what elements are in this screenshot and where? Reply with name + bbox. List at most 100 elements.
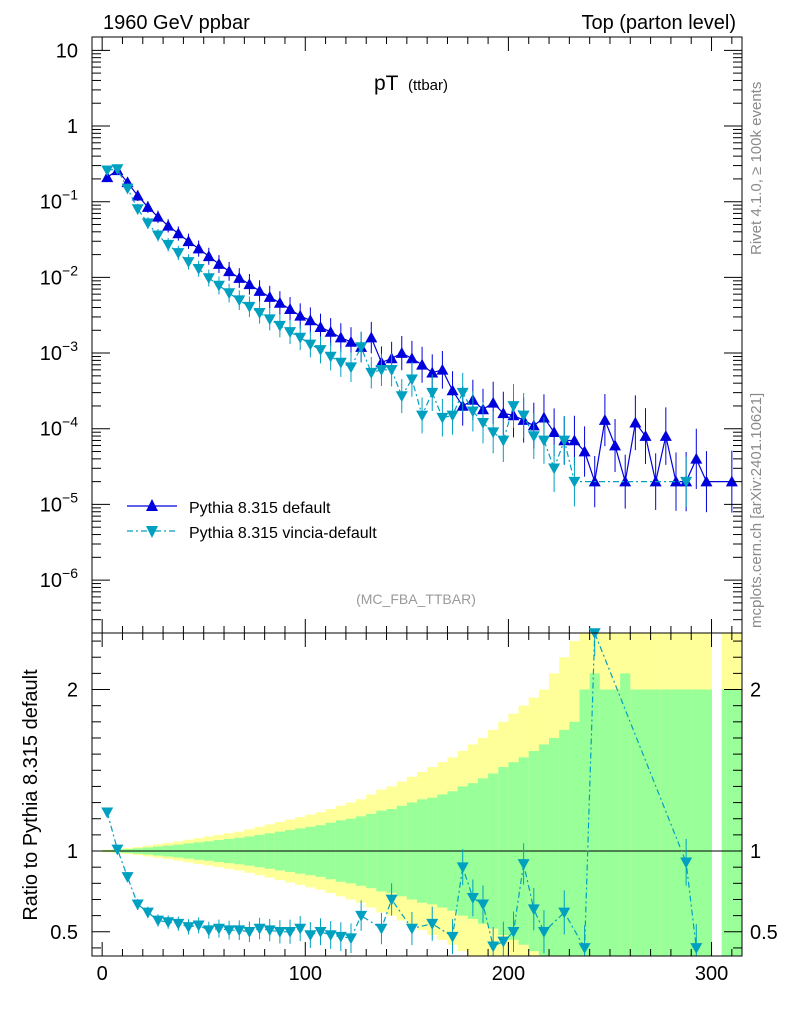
pythia-vincia-data-point <box>101 165 114 177</box>
ratio-band-inner-bin <box>620 673 631 956</box>
ratio-band-inner-bin <box>599 689 611 956</box>
pythia-default-data-point <box>548 426 561 437</box>
legend-label-vincia: Pythia 8.315 vincia-default <box>189 525 377 542</box>
pythia-default-data-point <box>233 272 246 283</box>
pythia-vincia-series-line <box>107 168 687 483</box>
ratio-data-point <box>141 907 154 919</box>
ratio-band-inner-bin <box>691 689 702 956</box>
pythia-default-data-point <box>395 347 408 358</box>
plot-title: pT (ttbar) <box>374 72 448 95</box>
pythia-default-data-point <box>202 250 215 262</box>
pythia-default-data-point <box>487 396 500 408</box>
ratio-data-point <box>111 844 124 856</box>
ratio-y-tick-label-left: 2 <box>67 680 78 702</box>
tick-base: 10 <box>40 419 62 441</box>
ratio-data-point <box>324 930 337 942</box>
ratio-data-point <box>284 926 297 938</box>
tick-base: 10 <box>40 343 62 365</box>
pythia-default-data-point <box>405 352 418 364</box>
pythia-default-data-point <box>152 210 165 222</box>
pythia-default-data-point <box>669 475 682 487</box>
ratio-data-point <box>375 923 388 935</box>
pythia-vincia-data-point <box>121 183 134 195</box>
rivet-version-label: Rivet 4.1.0, ≥ 100k events <box>748 82 765 255</box>
pythia-default-data-point <box>598 414 611 425</box>
pythia-default-data-point <box>416 358 429 370</box>
pythia-default-data-point <box>101 171 114 183</box>
ratio-band-inner-bin <box>670 689 682 956</box>
pythia-vincia-data-point <box>314 345 327 356</box>
ratio-data-point <box>101 807 114 819</box>
tick-base: 10 <box>40 494 62 516</box>
pythia-default-data-point <box>253 285 266 296</box>
ratio-band-inner-bin <box>681 689 692 956</box>
pythia-vincia-data-point <box>558 435 571 447</box>
ratio-data-point <box>304 930 317 942</box>
ratio-data-point <box>243 926 256 938</box>
ratio-band-inner-bin <box>701 689 713 956</box>
tick-exponent: −3 <box>62 338 78 354</box>
main-frame <box>91 36 743 634</box>
pythia-default-data-point <box>334 331 347 343</box>
pythia-vincia-data-point <box>497 435 510 447</box>
main-y-tick-label: 10−2 <box>40 262 78 289</box>
ratio-x-tick-label: 100 <box>289 963 322 985</box>
ratio-data-point <box>466 893 479 904</box>
main-y-tick-label: 10−4 <box>40 414 78 441</box>
pythia-vincia-data-point <box>192 263 205 275</box>
pythia-vincia-data-point <box>182 257 195 268</box>
pythia-vincia-data-point <box>324 351 337 363</box>
pythia-default-data-point <box>273 296 286 308</box>
pythia-default-data-point <box>212 258 225 269</box>
pythia-default-data-point <box>365 331 378 343</box>
ratio-data-point <box>385 894 398 906</box>
ratio-data-point <box>355 910 368 922</box>
tick-base: 10 <box>40 267 62 289</box>
pythia-vincia-data-point <box>446 410 459 422</box>
ratio-x-tick-label: 0 <box>97 963 108 985</box>
pythia-default-data-point <box>436 363 449 375</box>
process-label: Top (parton level) <box>581 12 736 34</box>
ratio-data-point <box>456 862 469 874</box>
legend-label-default: Pythia 8.315 default <box>189 500 331 517</box>
pythia-vincia-data-point <box>548 463 561 475</box>
pythia-vincia-data-point <box>162 239 175 251</box>
pythia-vincia-data-point <box>466 406 479 418</box>
pythia-vincia-data-point <box>436 412 449 424</box>
pythia-default-data-point <box>141 201 154 212</box>
ratio-y-tick-label-left: 0.5 <box>50 922 78 944</box>
ratio-data-point <box>537 926 550 938</box>
ratio-x-tick-label: 200 <box>492 963 525 985</box>
pythia-vincia-data-point <box>212 280 225 292</box>
pythia-vincia-data-point <box>405 374 418 386</box>
ratio-data-point <box>121 872 134 883</box>
pythia-vincia-data-point <box>426 387 439 399</box>
pythia-default-data-point <box>314 321 327 332</box>
ratio-y-tick-label-left: 1 <box>67 841 78 863</box>
ratio-band-inner-bin <box>589 673 601 956</box>
pythia-default-data-point <box>243 278 256 290</box>
ratio-data-point <box>202 925 215 937</box>
ratio-data-point <box>558 907 571 919</box>
pythia-default-series-line <box>106 169 732 483</box>
main-y-tick-label: 10−3 <box>40 338 78 365</box>
tick-exponent: −4 <box>62 414 78 430</box>
pythia-vincia-data-point <box>568 476 581 488</box>
ratio-data-point <box>294 923 307 935</box>
ratio-band-inner-bin <box>731 689 743 956</box>
pythia-default-data-point <box>223 265 236 277</box>
pythia-vincia-data-point <box>375 365 388 376</box>
pythia-vincia-data-point <box>273 320 286 332</box>
ratio-band-inner-bin <box>538 744 550 956</box>
plot-title-sub: (ttbar) <box>408 77 448 94</box>
ratio-band-inner-bin <box>640 689 652 956</box>
tick-exponent: −5 <box>62 489 78 505</box>
mcplots-reference-label: mcplots.cern.ch [arXiv:2401.10621] <box>748 393 765 628</box>
pythia-default-data-point <box>639 430 652 441</box>
ratio-band-inner-bin <box>650 689 662 956</box>
pythia-default-data-point <box>700 475 713 487</box>
main-y-tick-label: 10−6 <box>40 565 78 592</box>
pythia-vincia-data-point <box>487 427 500 439</box>
pythia-default-data-point <box>304 314 317 326</box>
main-y-tick-label: 10 <box>56 40 78 62</box>
